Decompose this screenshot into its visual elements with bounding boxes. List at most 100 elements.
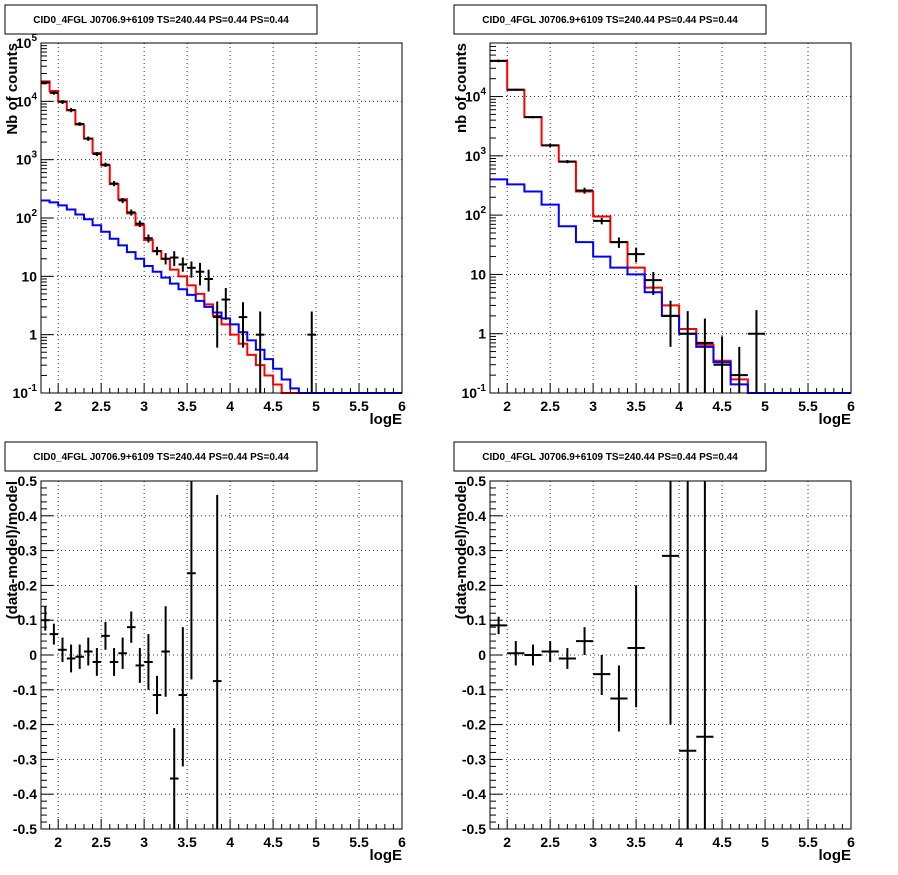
data-point bbox=[593, 655, 611, 696]
y-tick-label: 0.3 bbox=[467, 543, 487, 559]
data-point bbox=[118, 637, 127, 669]
x-tick-label: 2 bbox=[54, 398, 62, 414]
data-point bbox=[49, 91, 59, 95]
y-tick-label: 10 bbox=[470, 266, 486, 282]
data-point bbox=[524, 115, 542, 119]
plot-area-top-right: 2 2.5 3 3.5 4 4.5 5 5.5 6 10-1 1 10 102 103 104 logE nb … bbox=[453, 42, 855, 428]
data-point bbox=[507, 88, 525, 91]
y-tick-label: 104 bbox=[16, 91, 38, 109]
data-point bbox=[713, 336, 731, 393]
plot-area-bottom-right: 2 2.5 3 3.5 4 4.5 5 5.5 6 -0.5 -0.4 -0.3 -0.2 -0.1 0 0.… bbox=[453, 473, 855, 864]
y-tick-label: 10-1 bbox=[13, 383, 38, 401]
y-tick-label: 0.5 bbox=[467, 473, 487, 489]
data-point bbox=[101, 621, 110, 650]
x-tick-label: 2 bbox=[54, 834, 62, 850]
plot-frame bbox=[40, 480, 403, 830]
x-tick-label: 2.5 bbox=[91, 398, 111, 414]
data-point bbox=[627, 585, 645, 708]
data-point bbox=[109, 181, 119, 187]
data-point bbox=[152, 246, 162, 256]
data-point bbox=[195, 262, 205, 286]
x-tick-label: 2.5 bbox=[540, 398, 560, 414]
data-point bbox=[66, 107, 76, 113]
title-top-right: CID0_4FGL J0706.9+6109 TS=240.44 PS=0.44… bbox=[482, 15, 738, 26]
data-point bbox=[66, 644, 76, 673]
data-point bbox=[212, 494, 222, 829]
title-box-top-right bbox=[453, 4, 767, 35]
x-tick-label: 6 bbox=[847, 398, 855, 414]
y-tick-label: 0 bbox=[29, 647, 37, 663]
data-point bbox=[178, 257, 188, 272]
y-tick-label: -0.4 bbox=[13, 786, 37, 802]
data-point bbox=[144, 634, 153, 690]
x-tick-label: 4 bbox=[675, 398, 683, 414]
data-point bbox=[238, 302, 248, 348]
panel-top-right: CID0_4FGL J0706.9+6109 TS=240.44 PS=0.44… bbox=[453, 4, 855, 428]
x-tick-label: 4.5 bbox=[263, 834, 283, 850]
series-step-line bbox=[41, 80, 402, 394]
data-point bbox=[75, 122, 84, 126]
panel-bottom-right: CID0_4FGL J0706.9+6109 TS=240.44 PS=0.44… bbox=[453, 441, 855, 864]
plot-frame bbox=[40, 42, 403, 394]
x-tick-label: 4 bbox=[675, 834, 683, 850]
x-axis-title: logE bbox=[819, 411, 852, 428]
title-bottom-right: CID0_4FGL J0706.9+6109 TS=240.44 PS=0.44… bbox=[482, 452, 738, 463]
y-tick-label: -0.3 bbox=[462, 751, 486, 767]
data-point bbox=[679, 311, 697, 393]
x-tick-label: 5 bbox=[312, 834, 320, 850]
x-tick-label: 4 bbox=[226, 834, 234, 850]
title-box-bottom-right bbox=[453, 441, 767, 472]
data-point bbox=[644, 271, 662, 295]
x-tick-label: 5 bbox=[761, 398, 769, 414]
title-top-left: CID0_4FGL J0706.9+6109 TS=240.44 PS=0.44… bbox=[33, 15, 289, 26]
y-tick-label: 0 bbox=[478, 647, 486, 663]
data-point bbox=[41, 81, 50, 84]
data-point bbox=[575, 187, 594, 194]
y-tick-label: -0.2 bbox=[13, 717, 37, 733]
y-tick-label: 104 bbox=[465, 87, 487, 105]
x-tick-label: 3.5 bbox=[177, 398, 197, 414]
y-tick-label: 0.3 bbox=[18, 543, 38, 559]
y-tick-label: 103 bbox=[16, 150, 38, 168]
x-axis-title: logE bbox=[819, 847, 852, 864]
x-tick-label: 5.5 bbox=[798, 398, 818, 414]
data-point bbox=[83, 136, 93, 141]
data-point bbox=[747, 310, 766, 393]
x-tick-label: 3.5 bbox=[626, 398, 646, 414]
data-point bbox=[558, 160, 576, 164]
x-tick-label: 6 bbox=[398, 834, 406, 850]
data-point bbox=[541, 641, 559, 662]
x-tick-label: 5.5 bbox=[798, 834, 818, 850]
y-tick-label: 0.1 bbox=[467, 612, 487, 628]
y-tick-label: 0.2 bbox=[467, 577, 487, 593]
y-tick-label: 103 bbox=[465, 146, 487, 164]
y-tick-label: -0.1 bbox=[462, 682, 486, 698]
x-tick-label: 3 bbox=[140, 398, 148, 414]
y-tick-label: -0.1 bbox=[13, 682, 37, 698]
x-tick-label: 3 bbox=[589, 398, 597, 414]
data-point bbox=[187, 481, 196, 680]
data-point bbox=[49, 623, 59, 645]
data-point bbox=[507, 641, 525, 666]
x-tick-label: 5.5 bbox=[349, 398, 369, 414]
y-tick-label: 0.2 bbox=[18, 577, 38, 593]
data-point bbox=[221, 288, 231, 320]
data-point bbox=[696, 318, 714, 393]
y-tick-label: -0.2 bbox=[462, 717, 486, 733]
x-tick-label: 2.5 bbox=[91, 834, 111, 850]
title-bottom-left: CID0_4FGL J0706.9+6109 TS=240.44 PS=0.44… bbox=[33, 452, 289, 463]
x-tick-label: 4.5 bbox=[712, 834, 732, 850]
data-point bbox=[109, 648, 119, 676]
data-point bbox=[126, 611, 136, 643]
plot-area-bottom-left: 2 2.5 3 3.5 4 4.5 5 5.5 6 -0.5 -0.4 -0.3 -0.2 -0.1 0 0.… bbox=[4, 473, 406, 864]
data-point bbox=[126, 209, 136, 216]
data-point bbox=[679, 481, 697, 829]
data-point bbox=[541, 143, 559, 148]
x-axis-title: logE bbox=[370, 847, 403, 864]
data-point bbox=[152, 675, 162, 715]
data-point bbox=[75, 644, 84, 669]
y-tick-label: 105 bbox=[16, 33, 38, 51]
data-point bbox=[101, 162, 110, 167]
y-tick-label: 1 bbox=[478, 326, 486, 342]
data-point bbox=[83, 637, 93, 666]
